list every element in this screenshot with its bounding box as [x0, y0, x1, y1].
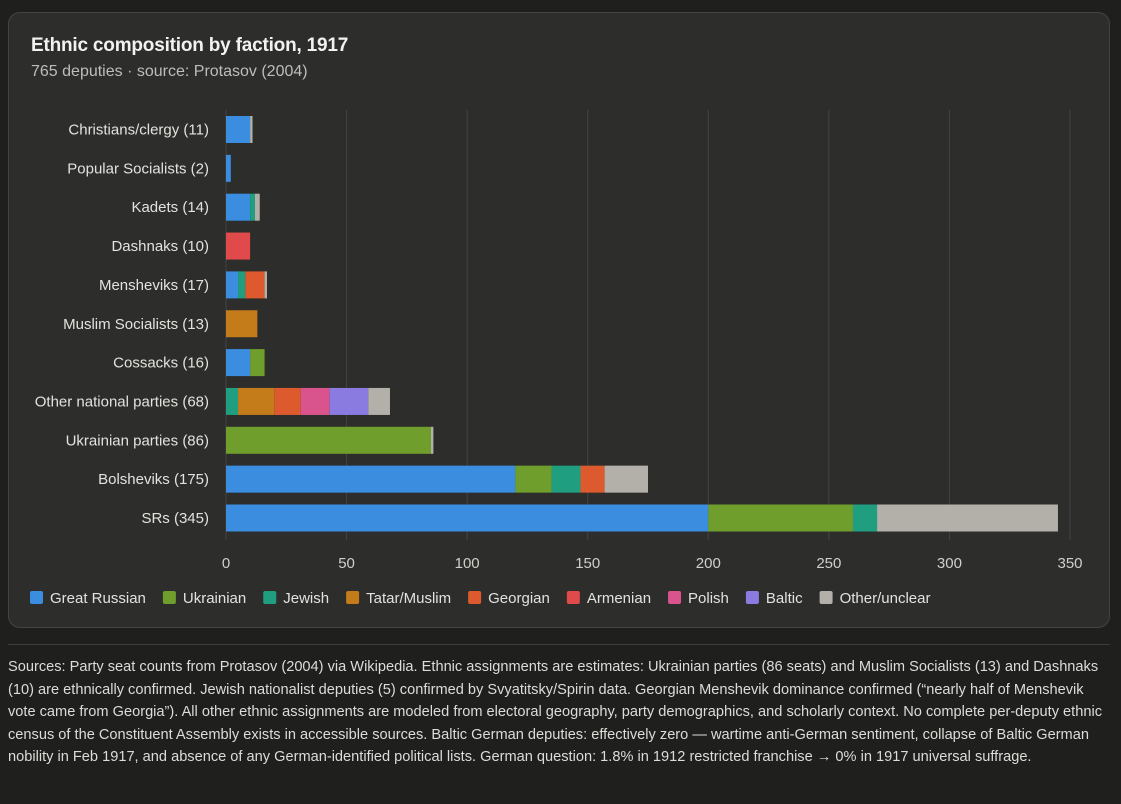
legend-swatch	[263, 591, 277, 604]
x-tick-label: 150	[575, 555, 600, 572]
bar-segment	[580, 465, 605, 493]
divider	[8, 644, 1110, 645]
y-category-label: Christians/clergy (11)	[68, 122, 209, 139]
stacked-bar-chart: 0 50 100 150 200 250 300 350 Christians/clergy (…	[30, 110, 1083, 607]
bar-segment	[226, 154, 231, 182]
legend-label: Other/unclear	[840, 590, 931, 607]
bar-segment	[226, 387, 239, 415]
bar-segment	[226, 465, 516, 493]
y-category-label: Kadets (14)	[131, 199, 209, 216]
legend-label: Jewish	[283, 590, 329, 607]
legend-swatch	[162, 591, 176, 604]
y-category-label: Muslim Socialists (13)	[63, 316, 209, 333]
bar-segment	[368, 387, 390, 415]
x-tick-label: 300	[937, 555, 962, 572]
legend-label: Tatar/Muslim	[366, 590, 451, 607]
legend-label: Polish	[688, 590, 729, 607]
bar-segment	[551, 465, 581, 493]
chart-title: Ethnic composition by faction, 1917	[31, 35, 349, 56]
bar-segment	[238, 271, 246, 299]
sources-footnote: Sources: Party seat counts from Protasov…	[8, 659, 1102, 766]
bar-segment	[254, 193, 260, 221]
bar-segment	[226, 426, 431, 454]
bar-segment	[274, 387, 301, 415]
y-category-label: Dashnaks (10)	[111, 238, 209, 255]
legend-swatch	[346, 591, 360, 604]
bar-segment	[300, 387, 330, 415]
y-category-label: Bolsheviks (175)	[98, 471, 209, 488]
bar-segment	[226, 193, 251, 221]
bar-segment	[226, 310, 258, 338]
legend-label: Baltic	[766, 590, 803, 607]
bar-segment	[226, 271, 239, 299]
y-category-label: Cossacks (16)	[113, 355, 209, 372]
bar-segment	[708, 504, 853, 532]
bar-segment	[226, 504, 709, 532]
legend-swatch	[668, 591, 682, 604]
y-category-label: Popular Socialists (2)	[67, 160, 209, 177]
legend-swatch	[566, 591, 580, 604]
legend-label: Georgian	[488, 590, 550, 607]
bar-segment	[329, 387, 369, 415]
bar-segment	[226, 116, 251, 143]
bar-segment	[226, 349, 251, 377]
legend-label: Armenian	[587, 590, 651, 607]
x-tick-label: 200	[696, 555, 721, 572]
bar-segment	[515, 465, 552, 493]
y-category-label: SRs (345)	[141, 510, 209, 527]
x-tick-label: 100	[455, 555, 480, 572]
bar-segment	[250, 349, 265, 377]
bar-segment	[226, 232, 251, 260]
legend-swatch	[30, 591, 43, 604]
bar-segment	[245, 271, 265, 299]
x-tick-label: 50	[338, 555, 355, 572]
bar-segment	[250, 116, 253, 143]
bar-segment	[238, 387, 275, 415]
y-category-label: Mensheviks (17)	[99, 277, 209, 294]
legend-swatch	[468, 591, 482, 604]
chart-subtitle: 765 deputies · source: Protasov (2004)	[31, 63, 308, 80]
y-category-label: Ukrainian parties (86)	[66, 432, 209, 449]
bar-segment	[264, 271, 267, 299]
x-tick-label: 350	[1057, 555, 1082, 572]
x-tick-label: 0	[222, 555, 230, 572]
bar-segment	[250, 193, 255, 221]
bar-segment	[430, 426, 434, 454]
x-tick-label: 250	[816, 555, 841, 572]
y-category-label: Other national parties (68)	[35, 393, 209, 410]
bar-segment	[604, 465, 648, 493]
legend-label: Great Russian	[50, 590, 146, 607]
legend-label: Ukrainian	[183, 590, 246, 607]
legend-swatch	[745, 591, 759, 604]
legend-swatch	[819, 591, 833, 604]
bar-segment	[877, 504, 1058, 532]
bar-segment	[852, 504, 878, 532]
